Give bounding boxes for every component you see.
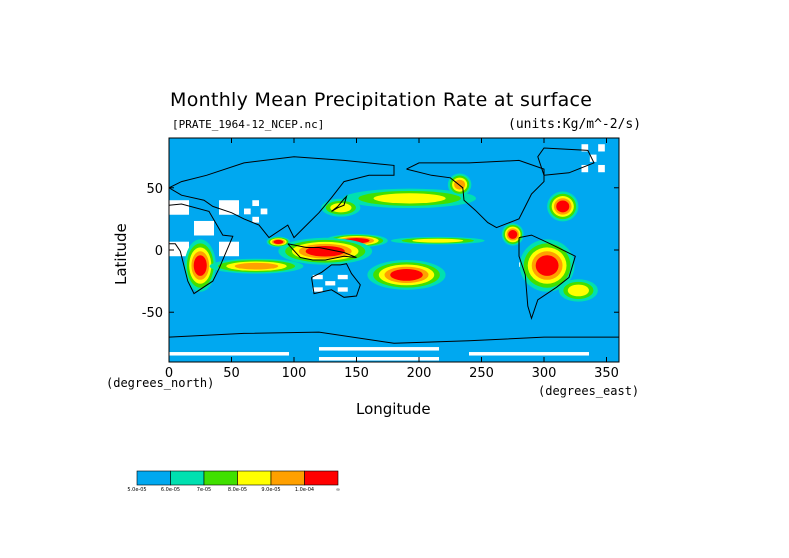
missing-data-patch	[219, 241, 239, 257]
precip-contour	[193, 255, 207, 276]
x-tick-label: 200	[407, 366, 432, 381]
missing-data-patch	[260, 208, 268, 215]
colorbar-swatch	[203, 470, 238, 486]
missing-data-patch	[319, 357, 439, 361]
x-tick-label: 300	[532, 366, 557, 381]
colorbar-label: 6.0e-05	[161, 487, 180, 493]
colorbar-label: 8.0e-05	[228, 487, 247, 493]
precip-contour	[330, 202, 352, 213]
colorbar-label: 1.0e-04	[295, 487, 314, 493]
missing-data-patch	[312, 287, 323, 292]
colorbar-swatch	[304, 470, 339, 486]
x-tick-label: 50	[223, 366, 240, 381]
colorbar-swatch	[170, 470, 205, 486]
x-tick-label: 100	[282, 366, 307, 381]
coastline-layer	[169, 147, 619, 344]
x-tick-label: 350	[594, 366, 619, 381]
precip-region	[558, 279, 598, 302]
coastline	[287, 243, 357, 261]
precip-region	[367, 259, 446, 290]
chart-title: Monthly Mean Precipitation Rate at surfa…	[170, 89, 593, 111]
x-tick-label: 0	[165, 366, 173, 381]
precip-region	[321, 198, 361, 217]
colorbar-swatch	[136, 470, 171, 486]
precip-region	[501, 223, 524, 246]
missing-data-patch	[312, 274, 323, 280]
colorbar-swatch	[237, 470, 272, 486]
precip-contour	[234, 262, 279, 270]
missing-data-patch	[581, 164, 589, 173]
x-axis-label: Longitude	[356, 400, 431, 418]
precip-contour	[556, 200, 570, 213]
missing-data-patch	[194, 220, 214, 236]
missing-data-patch	[598, 144, 605, 152]
missing-data-patch	[319, 347, 439, 351]
missing-data-layer	[169, 144, 605, 361]
y-tick-label: -50	[142, 306, 163, 321]
precip-region	[184, 239, 216, 292]
coastline	[169, 156, 395, 239]
axis-ticks: 0 50 100 150 200 250 300 350 50 0 -50	[142, 138, 619, 381]
coastline	[537, 147, 595, 176]
colorbar-label: 9.0e-05	[261, 487, 280, 493]
missing-data-patch	[337, 287, 348, 292]
missing-data-patch	[244, 208, 251, 215]
colorbar-label: 5.0e-05	[127, 487, 146, 493]
precip-region	[343, 188, 477, 209]
y-tick-label: 0	[155, 244, 163, 259]
colorbar-swatch	[270, 470, 305, 486]
x-units-label: (degrees_north)	[106, 376, 215, 390]
missing-data-patch	[589, 154, 597, 162]
x-tick-label: 150	[344, 366, 369, 381]
precip-contour	[412, 238, 464, 243]
missing-data-patch	[598, 164, 605, 173]
missing-data-patch	[169, 352, 289, 356]
precip-contour	[305, 245, 345, 257]
y-tick-label: 50	[146, 182, 163, 197]
missing-data-patch	[219, 200, 239, 215]
coastline	[311, 263, 361, 298]
precip-region	[519, 239, 575, 292]
precip-contour	[508, 230, 518, 239]
precip-region	[325, 233, 388, 248]
colorbar-label: 7e-05	[197, 487, 211, 493]
precip-contour	[373, 193, 446, 204]
missing-data-patch	[337, 274, 348, 280]
coastline	[518, 234, 576, 321]
coastline	[169, 203, 234, 295]
x-units-label-east: (degrees_east)	[538, 384, 640, 398]
coastline	[406, 159, 545, 229]
missing-data-patch	[469, 352, 589, 356]
precip-contour	[535, 255, 559, 276]
missing-data-patch	[169, 200, 189, 215]
precip-contour	[273, 239, 284, 244]
chart-units: (units:Kg/m^-2/s)	[508, 117, 642, 132]
missing-data-patch	[252, 216, 259, 223]
precip-region-layer	[184, 173, 598, 302]
precip-region	[209, 258, 304, 274]
precip-region	[547, 191, 579, 222]
colorbar: 5.0e-05 6.0e-05 7e-05 8.0e-05 9.0e-05 1.0e-04…	[127, 470, 340, 493]
precip-region	[278, 237, 373, 265]
colorbar-label: ∞	[336, 487, 340, 493]
precip-contour	[567, 284, 589, 297]
missing-data-patch	[581, 144, 589, 152]
precip-region	[266, 236, 291, 248]
chart-subtitle: [PRATE_1964-12_NCEP.nc]	[172, 118, 325, 131]
x-tick-label: 250	[469, 366, 494, 381]
missing-data-patch	[252, 200, 259, 207]
coastline	[331, 194, 348, 212]
missing-data-patch	[325, 281, 336, 286]
coastline	[169, 331, 619, 344]
precip-contour	[390, 269, 423, 281]
precip-region	[390, 236, 485, 245]
